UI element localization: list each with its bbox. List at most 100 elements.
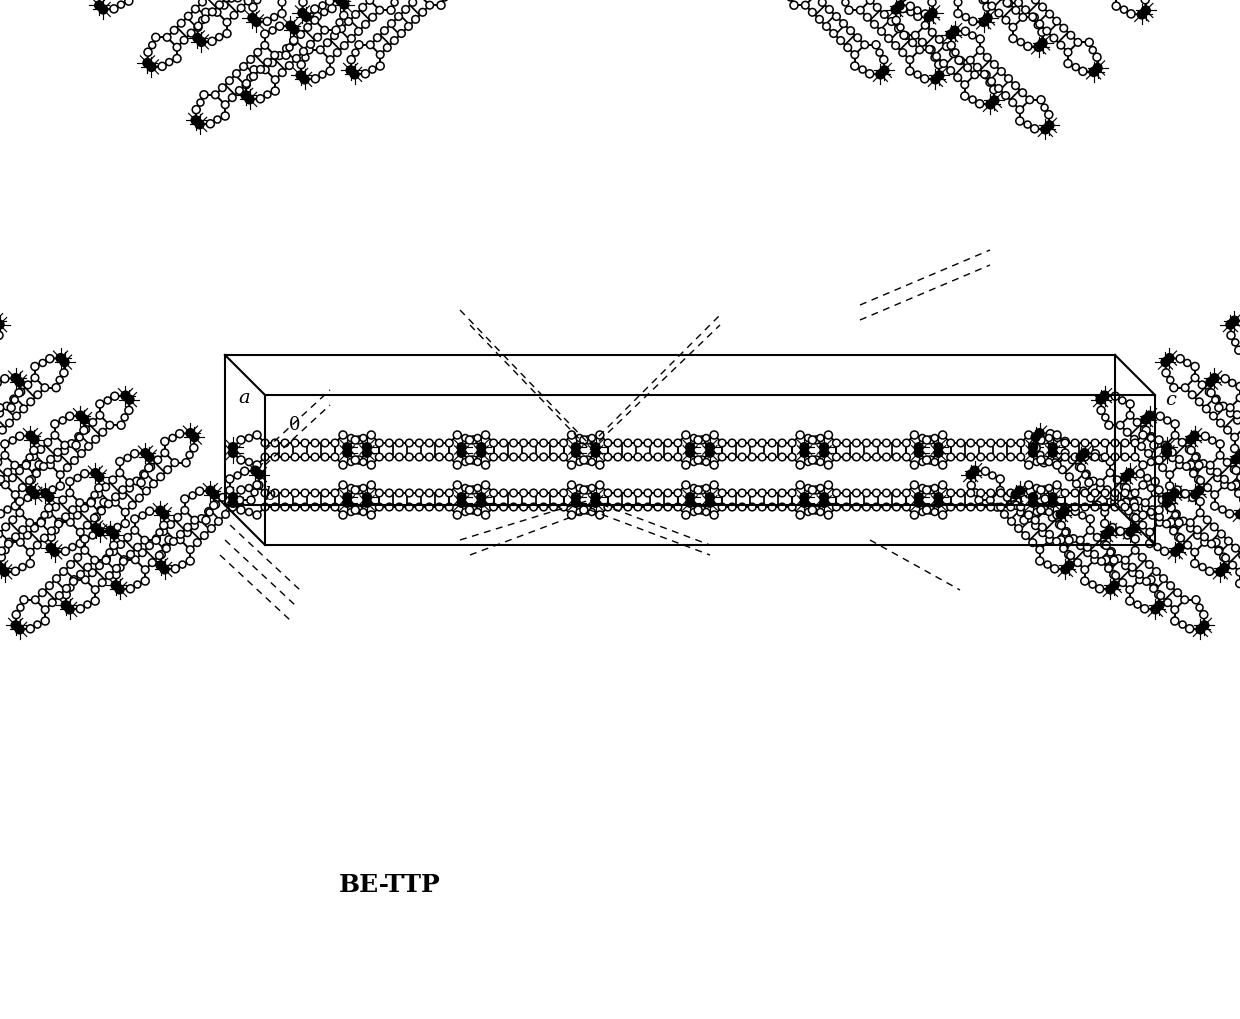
Circle shape xyxy=(474,508,481,516)
Circle shape xyxy=(1112,2,1120,10)
Circle shape xyxy=(193,539,201,546)
Circle shape xyxy=(60,568,67,576)
Circle shape xyxy=(1030,13,1038,21)
Circle shape xyxy=(329,0,336,1)
Circle shape xyxy=(861,41,868,49)
Circle shape xyxy=(919,508,926,516)
Circle shape xyxy=(825,481,832,489)
Circle shape xyxy=(691,459,697,466)
Circle shape xyxy=(987,489,994,497)
Circle shape xyxy=(1071,439,1079,446)
Circle shape xyxy=(458,448,466,458)
Circle shape xyxy=(226,475,234,483)
Circle shape xyxy=(1097,557,1105,566)
Circle shape xyxy=(83,522,91,529)
Circle shape xyxy=(1220,476,1228,483)
Circle shape xyxy=(133,477,140,485)
Circle shape xyxy=(529,439,537,446)
Circle shape xyxy=(405,503,413,511)
Circle shape xyxy=(0,331,2,339)
Circle shape xyxy=(88,497,95,504)
Circle shape xyxy=(899,0,906,1)
Circle shape xyxy=(926,436,935,444)
Circle shape xyxy=(1045,536,1054,543)
Circle shape xyxy=(510,439,517,446)
Circle shape xyxy=(789,503,796,511)
Circle shape xyxy=(1164,354,1174,363)
Circle shape xyxy=(301,439,309,446)
Circle shape xyxy=(500,489,507,497)
Circle shape xyxy=(919,434,926,441)
Circle shape xyxy=(41,490,50,498)
Circle shape xyxy=(1226,320,1235,329)
Circle shape xyxy=(0,320,4,329)
Circle shape xyxy=(1231,339,1239,345)
Circle shape xyxy=(604,503,611,511)
Circle shape xyxy=(253,461,260,469)
Circle shape xyxy=(145,452,154,462)
Circle shape xyxy=(226,486,233,494)
Circle shape xyxy=(135,494,143,501)
Circle shape xyxy=(932,53,940,60)
Circle shape xyxy=(1231,455,1240,464)
Circle shape xyxy=(10,395,17,403)
Circle shape xyxy=(694,455,702,464)
Circle shape xyxy=(883,439,890,446)
Circle shape xyxy=(1126,586,1133,593)
Circle shape xyxy=(825,431,832,439)
Circle shape xyxy=(1231,433,1239,441)
Circle shape xyxy=(805,484,812,491)
Circle shape xyxy=(1081,439,1089,446)
Circle shape xyxy=(1142,426,1151,434)
Circle shape xyxy=(1200,533,1208,541)
Circle shape xyxy=(1189,494,1195,501)
Circle shape xyxy=(99,428,107,436)
Circle shape xyxy=(703,434,709,441)
Circle shape xyxy=(1236,510,1240,519)
Circle shape xyxy=(191,116,200,125)
Circle shape xyxy=(769,439,776,446)
Circle shape xyxy=(706,498,714,507)
Circle shape xyxy=(156,529,162,536)
Circle shape xyxy=(89,532,95,539)
Circle shape xyxy=(1059,466,1066,474)
Circle shape xyxy=(165,536,174,544)
Circle shape xyxy=(170,26,179,34)
Circle shape xyxy=(1121,6,1127,13)
Circle shape xyxy=(888,17,895,25)
Circle shape xyxy=(1225,510,1234,518)
Circle shape xyxy=(584,486,591,494)
Circle shape xyxy=(923,436,931,444)
Circle shape xyxy=(69,506,77,514)
Circle shape xyxy=(1061,449,1069,457)
Circle shape xyxy=(914,7,921,14)
Circle shape xyxy=(997,503,1004,511)
Circle shape xyxy=(11,568,20,576)
Circle shape xyxy=(461,484,469,491)
Circle shape xyxy=(156,560,165,570)
Circle shape xyxy=(1126,506,1133,514)
Circle shape xyxy=(50,486,56,493)
Circle shape xyxy=(906,56,914,63)
Circle shape xyxy=(1141,0,1149,4)
Circle shape xyxy=(103,554,110,562)
Circle shape xyxy=(1045,111,1053,118)
Circle shape xyxy=(215,518,222,525)
Circle shape xyxy=(1055,521,1063,528)
Circle shape xyxy=(77,529,84,536)
Circle shape xyxy=(104,397,112,404)
Circle shape xyxy=(170,538,177,545)
Circle shape xyxy=(435,489,443,497)
Circle shape xyxy=(980,17,988,26)
Circle shape xyxy=(711,461,718,469)
Circle shape xyxy=(906,2,914,10)
Circle shape xyxy=(972,489,978,496)
Circle shape xyxy=(112,571,120,579)
Circle shape xyxy=(997,489,1004,497)
Circle shape xyxy=(1071,507,1079,516)
Circle shape xyxy=(260,42,269,49)
Circle shape xyxy=(286,44,293,51)
Circle shape xyxy=(1233,467,1240,475)
Circle shape xyxy=(66,413,73,420)
Circle shape xyxy=(1028,448,1038,458)
